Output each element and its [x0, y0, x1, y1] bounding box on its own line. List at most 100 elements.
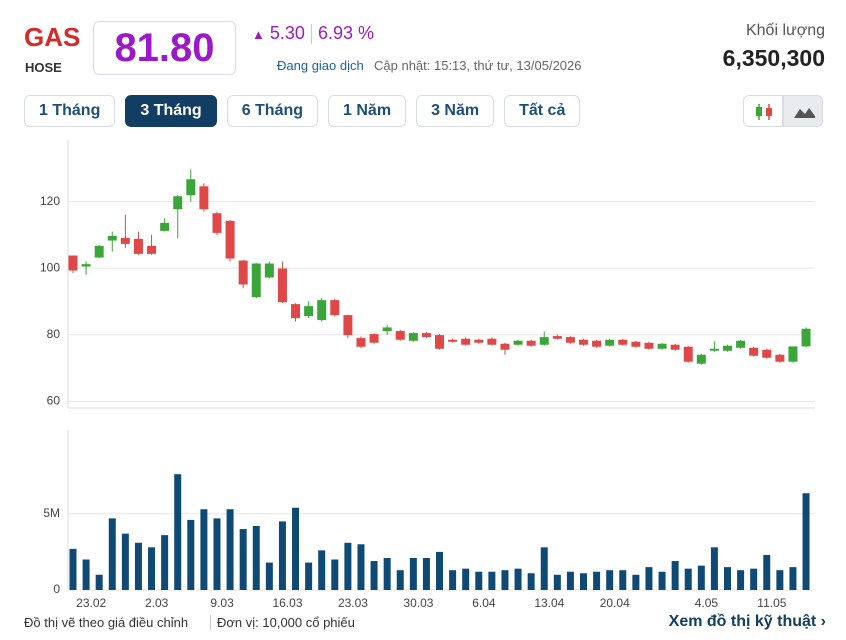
volume-bar — [370, 561, 378, 590]
candle-body — [461, 338, 471, 345]
candle-body — [749, 347, 759, 356]
updated: Cập nhật: 15:13, thứ tư, 13/05/2026 — [374, 58, 582, 73]
volume-bar — [540, 547, 548, 590]
candle-body — [382, 327, 392, 332]
candle-body — [160, 222, 170, 231]
volume-bar — [632, 574, 640, 590]
volume-bar — [737, 570, 745, 590]
range-button[interactable]: 1 Năm — [328, 95, 407, 127]
range-button[interactable]: Tất cả — [504, 95, 581, 127]
y-tick-label: 80 — [47, 327, 61, 341]
volume-bar — [409, 558, 417, 590]
candle-body — [147, 245, 157, 254]
footer-note: Đồ thị vẽ theo giá điều chỉnh — [24, 615, 189, 630]
candle-body — [264, 263, 274, 278]
candle-toggle[interactable] — [743, 95, 783, 127]
volume-bar — [802, 493, 810, 590]
volume-bar — [148, 547, 156, 590]
x-tick-label: 30.03 — [403, 596, 433, 610]
volume-bar — [488, 571, 496, 590]
candle-body — [644, 342, 654, 349]
volume-bar — [108, 518, 116, 590]
x-tick-label: 13.04 — [534, 596, 564, 610]
candle-body — [317, 300, 327, 321]
change: ▲ 5.30 6.93 % — [252, 23, 374, 45]
volume-bar — [514, 568, 522, 590]
candle-body — [199, 186, 209, 210]
candle-body — [448, 339, 458, 342]
candle-body — [670, 344, 680, 350]
change-value: 5.30 — [269, 23, 305, 43]
tech-chart-link[interactable]: Xem đồ thị kỹ thuật › — [669, 613, 826, 631]
x-tick-label: 4.05 — [695, 596, 719, 610]
volume-bar — [305, 562, 313, 590]
volume-bar — [161, 535, 169, 590]
range-button[interactable]: 3 Tháng — [125, 95, 217, 127]
volume-bar — [265, 562, 273, 590]
range-button[interactable]: 1 Tháng — [24, 95, 116, 127]
candle-icon — [756, 104, 772, 120]
link-text: Xem đồ thị kỹ thuật — [668, 613, 817, 630]
range-button[interactable]: 6 Tháng — [226, 95, 319, 127]
link-arrow: › — [820, 613, 826, 630]
candle-body — [212, 213, 222, 233]
range-button[interactable]: 3 Năm — [416, 95, 495, 127]
volume-bar — [383, 558, 391, 590]
area-toggle[interactable] — [783, 95, 823, 127]
footer-unit: Đơn vị: 10,000 cổ phiếu — [210, 615, 355, 630]
volume-bar — [724, 567, 731, 590]
range-buttons: 1 Tháng 3 Tháng 6 Tháng 1 Năm 3 Năm Tất cả — [24, 95, 581, 127]
volume-bar — [278, 521, 286, 590]
candle-body — [81, 264, 91, 267]
volume-bar — [82, 559, 90, 590]
volume-bar — [213, 518, 221, 590]
candle-body — [304, 306, 314, 317]
x-tick-label: 2.03 — [145, 596, 169, 610]
volume-bar — [449, 570, 457, 590]
candle-body — [788, 346, 798, 362]
chart: 60 80 100 120 23.02 2.03 9.03 16.03 23.03 30.03 6.… — [40, 140, 815, 610]
x-tick-label: 6.04 — [472, 596, 496, 610]
price: 81.80 — [93, 21, 236, 75]
volume-bar — [475, 571, 483, 590]
candle-body — [723, 345, 732, 351]
candle-body — [94, 245, 104, 258]
status: Đang giao dịch — [277, 58, 364, 73]
candle-body — [68, 255, 78, 271]
candle-body — [421, 333, 431, 338]
volume-bar — [763, 554, 771, 590]
x-tick-label: 9.03 — [210, 596, 234, 610]
candle-body — [513, 340, 523, 345]
candle-body — [133, 238, 143, 254]
volume-bar — [566, 571, 574, 590]
separator — [310, 24, 312, 45]
candle-body — [592, 340, 602, 347]
candle-body — [565, 337, 575, 343]
candle-body — [173, 196, 183, 210]
candle-body — [539, 337, 549, 345]
x-tick-label: 11.05 — [757, 596, 786, 610]
volume-bar — [580, 573, 588, 590]
volume-bar — [200, 509, 208, 590]
candle-body — [526, 340, 536, 346]
candle-body — [356, 338, 366, 347]
volume-bar — [187, 519, 195, 590]
candle-body — [120, 237, 130, 244]
volume-bar — [422, 558, 430, 590]
volume-bar — [501, 570, 509, 590]
area-icon — [794, 108, 815, 118]
volume-bar — [357, 544, 365, 590]
volume-bar — [750, 568, 758, 590]
volume-bar — [527, 573, 535, 590]
volume-bar — [174, 474, 182, 590]
exchange: HOSE — [25, 60, 62, 75]
volume-bar — [69, 548, 77, 590]
candle-body — [291, 304, 301, 319]
y-tick-label: 120 — [40, 194, 60, 208]
volume-bar — [318, 550, 326, 590]
x-tick-label: 23.02 — [76, 596, 106, 610]
candle-body — [487, 338, 497, 345]
candle-body — [696, 354, 706, 364]
candle-body — [369, 334, 379, 343]
